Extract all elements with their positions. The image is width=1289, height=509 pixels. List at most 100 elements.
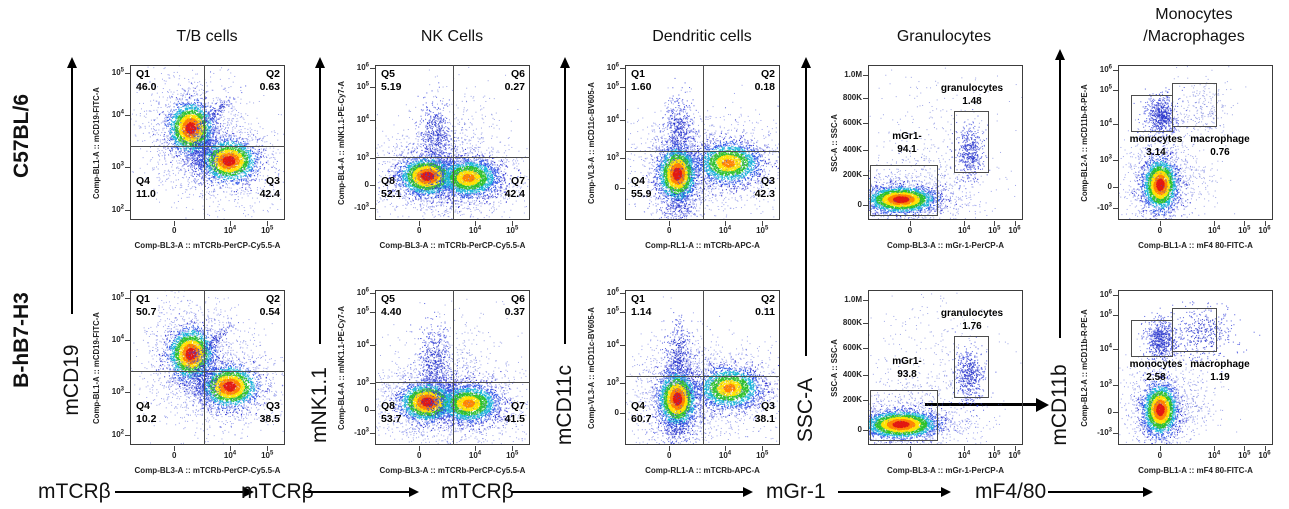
up-arrowhead-icon bbox=[801, 57, 811, 68]
gate-rect-1 bbox=[1172, 307, 1218, 352]
flow-plot-bhb7h3-nk: Q5 4.40 Q6 0.37 Q7 41.5 Q8 53.7 106 105 104 103 0 -10… bbox=[337, 287, 530, 475]
y-tick-label: 103 bbox=[356, 377, 369, 387]
y-tickmark bbox=[863, 322, 868, 324]
x-tick-label: 104 bbox=[957, 450, 971, 460]
flow-plot-c57bl6-dc: Q1 1.60 Q2 0.18 Q3 42.3 Q4 55.9 106 105 104 103 0 0 10… bbox=[587, 62, 780, 250]
right-arrowhead-icon bbox=[409, 487, 419, 497]
row-label-bhb7h3: B-hB7-H3 bbox=[10, 292, 33, 388]
quadrant-label-q2: Q2 0.18 bbox=[754, 68, 775, 93]
x-tickmark bbox=[1014, 446, 1016, 451]
x-tick-label: 0 bbox=[171, 451, 177, 460]
y-tick-label: 105 bbox=[111, 67, 124, 77]
y-tick-label: 106 bbox=[1099, 289, 1112, 300]
gate-label-mGr1: mGr1- 93.8 bbox=[892, 356, 922, 380]
y-tickmark bbox=[863, 374, 868, 376]
x-tick-label: 105 bbox=[261, 225, 274, 235]
quadrant-label-q5: Q5 5.19 bbox=[381, 68, 402, 93]
y-axis-label: Comp-BL4-A :: mNK1.1-PE-Cy7-A bbox=[337, 305, 346, 430]
panel-title-nk-cells: NK Cells bbox=[420, 28, 484, 45]
x-tickmark bbox=[419, 446, 421, 451]
y-tick-label: 106 bbox=[356, 62, 369, 73]
x-marker-label-mtcrb-2: mTCRβ bbox=[241, 480, 314, 503]
panel-title-dendritic-cells: Dendritic cells bbox=[652, 28, 752, 45]
y-tickmark bbox=[370, 68, 375, 70]
panel-title-tb-cells: T/B cells bbox=[176, 28, 238, 45]
y-tick-label: 600K bbox=[842, 343, 862, 353]
quadrant-label-q6: Q6 0.27 bbox=[504, 68, 525, 93]
x-tick-label: 0 bbox=[666, 226, 672, 235]
quadrant-label-q2: Q2 0.54 bbox=[259, 293, 280, 318]
x-tickmark bbox=[994, 446, 996, 451]
x-axis-label: Comp-BL3-A :: mTCRb-PerCP-Cy5.5-A bbox=[134, 241, 281, 250]
y-tickmark bbox=[370, 383, 375, 384]
y-tickmark bbox=[125, 114, 130, 116]
right-arrow-line bbox=[305, 491, 410, 493]
y-tick-label: 105 bbox=[356, 81, 369, 91]
y-tick-label: 106 bbox=[606, 62, 619, 73]
y-tick-label: 104 bbox=[606, 339, 619, 349]
y-axis-label: Comp-BL2-A :: mCD11b-R-PE-A bbox=[1080, 308, 1089, 427]
y-tickmark bbox=[620, 120, 625, 121]
x-tick-label: 105 bbox=[506, 450, 519, 460]
x-tickmark bbox=[669, 446, 671, 451]
x-tickmark bbox=[230, 221, 231, 226]
y-tick-label: 103 bbox=[111, 386, 124, 397]
gate-rect-1 bbox=[954, 335, 989, 399]
plot-frame bbox=[1118, 290, 1273, 445]
x-axis-label: Comp-BL3-A :: mTCRb-PerCP-Cy5.5-A bbox=[379, 241, 526, 250]
x-tickmark bbox=[1014, 221, 1016, 226]
y-tick-label: 104 bbox=[111, 333, 124, 344]
gate-rect-0 bbox=[869, 164, 938, 217]
gate-label-mGr1: mGr1- 94.1 bbox=[892, 131, 922, 155]
x-tickmark bbox=[909, 446, 911, 451]
quadrant-hline bbox=[130, 145, 285, 147]
y-tickmark bbox=[125, 434, 130, 436]
y-axis-label: Comp-VL3-A :: mCD11c-BV605-A bbox=[587, 81, 596, 204]
flow-plot-bhb7h3-dc: Q1 1.14 Q2 0.11 Q3 38.1 Q4 60.7 106 105 104 103 0 0 10… bbox=[587, 287, 780, 475]
x-marker-label-mf480: mF4/80 bbox=[975, 480, 1047, 503]
up-arrowhead-icon bbox=[560, 57, 570, 68]
y-marker-label-mnk11: mNK1.1 bbox=[308, 367, 331, 443]
y-tickmark bbox=[863, 97, 868, 99]
x-tick-label: 105 bbox=[1238, 450, 1251, 460]
y-tick-label: 0 bbox=[1107, 406, 1112, 416]
x-axis-label: Comp-BL3-A :: mTCRb-PerCP-Cy5.5-A bbox=[134, 466, 281, 475]
y-tick-label: 105 bbox=[606, 81, 619, 91]
x-tickmark bbox=[1159, 221, 1161, 226]
gate-rect-0 bbox=[869, 389, 938, 442]
y-tick-label: -103 bbox=[1097, 202, 1112, 213]
y-tick-label: -103 bbox=[1097, 427, 1112, 438]
y-axis-label: Comp-VL3-A :: mCD11c-BV605-A bbox=[587, 306, 596, 429]
x-tick-label: 104 bbox=[718, 225, 732, 235]
y-tick-label: 0 bbox=[364, 180, 369, 190]
x-tick-label: 105 bbox=[756, 450, 769, 460]
y-tick-label: 104 bbox=[356, 339, 369, 349]
y-tick-label: 200K bbox=[842, 170, 862, 179]
y-marker-label-ssca: SSC-A bbox=[794, 377, 817, 443]
y-tick-label: 105 bbox=[606, 306, 619, 316]
y-tick-label: 0 bbox=[857, 199, 862, 209]
x-tick-label: 0 bbox=[907, 226, 913, 235]
y-tick-label: 600K bbox=[842, 118, 862, 128]
y-tick-label: 105 bbox=[356, 306, 369, 316]
quadrant-vline bbox=[702, 290, 704, 445]
gate-label-granulocytes: granulocytes 1.76 bbox=[940, 308, 1004, 332]
right-arrow-line bbox=[1048, 491, 1144, 493]
x-tickmark bbox=[1264, 446, 1266, 451]
y-tickmark bbox=[620, 86, 625, 88]
density-canvas bbox=[130, 65, 285, 220]
right-arrow-line bbox=[512, 491, 744, 493]
y-axis-label: Comp-BL1-A :: mCD19-FITC-A bbox=[92, 86, 101, 199]
x-tickmark bbox=[964, 446, 966, 451]
flow-plot-bhb7h3-gran: mGr1- 93.8 granulocytes 1.76 1.0M 800K 600K 400… bbox=[830, 290, 1023, 475]
y-tick-label: 200K bbox=[842, 395, 862, 404]
x-tick-label: 104 bbox=[468, 450, 482, 460]
x-tickmark bbox=[267, 221, 269, 226]
y-tickmark bbox=[370, 120, 375, 121]
quadrant-vline bbox=[203, 65, 205, 220]
up-arrow-line bbox=[319, 66, 321, 344]
density-canvas bbox=[868, 65, 1023, 220]
x-tick-label: 104 bbox=[718, 450, 732, 460]
quadrant-hline bbox=[625, 151, 780, 152]
y-tick-label: 800K bbox=[842, 317, 862, 327]
